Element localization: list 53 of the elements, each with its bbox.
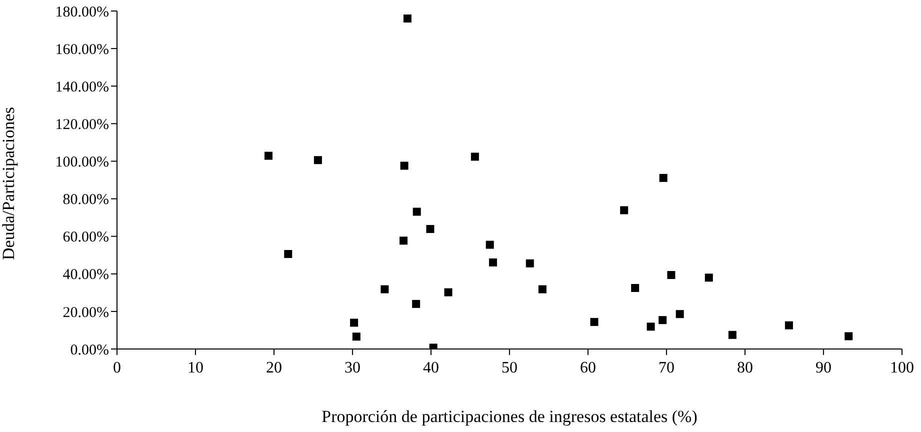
y-tick-label: 0.00% [70, 342, 109, 358]
point [264, 152, 273, 160]
point [728, 330, 736, 339]
y-tick-label: 140.00% [55, 79, 109, 96]
y-tick-label: 100.00% [55, 154, 109, 171]
point [444, 288, 452, 296]
point [676, 310, 684, 318]
point [489, 258, 498, 266]
point [646, 322, 655, 331]
point [486, 240, 494, 249]
y-tick-label: 120.00% [55, 116, 109, 133]
point [704, 274, 713, 282]
y-tick-label: 160.00% [55, 42, 109, 58]
y-axis-title: Deuda/Participaciones [0, 107, 18, 260]
x-tick-label: 100 [890, 359, 914, 376]
point [412, 300, 420, 308]
point [284, 250, 292, 258]
point [380, 285, 389, 294]
point [538, 285, 546, 294]
point [403, 14, 412, 23]
x-tick-label: 20 [266, 359, 282, 376]
point [350, 318, 358, 327]
y-tick-label: 180.00% [55, 4, 109, 20]
x-tick-label: 80 [737, 359, 753, 376]
point [470, 152, 479, 161]
point [659, 174, 668, 182]
x-tick-label: 50 [502, 359, 518, 376]
x-tick-label: 30 [344, 359, 360, 376]
point [352, 332, 360, 341]
point [314, 156, 322, 164]
point [784, 321, 793, 330]
point [844, 332, 853, 340]
point [526, 259, 534, 268]
point [400, 236, 408, 245]
point [658, 316, 667, 324]
x-tick-label: 10 [188, 359, 204, 376]
y-tick-label: 60.00% [62, 230, 109, 246]
x-axis-title: Proporción de participaciones de ingresos estatales (%) [322, 407, 698, 426]
point [667, 271, 676, 280]
x-tick-label: 0 [113, 359, 121, 376]
x-tick-label: 90 [816, 359, 832, 376]
point [412, 208, 421, 216]
point [620, 206, 628, 214]
x-tick-label: 60 [580, 359, 596, 376]
point [590, 318, 598, 326]
x-tick-label: 40 [423, 359, 439, 376]
y-tick-label: 40.00% [62, 267, 109, 284]
y-tick-label: 20.00% [62, 304, 109, 321]
x-tick-label: 70 [658, 359, 674, 376]
point [631, 284, 640, 292]
point [426, 225, 434, 234]
y-tick-label: 80.00% [62, 192, 109, 208]
point [400, 162, 408, 170]
